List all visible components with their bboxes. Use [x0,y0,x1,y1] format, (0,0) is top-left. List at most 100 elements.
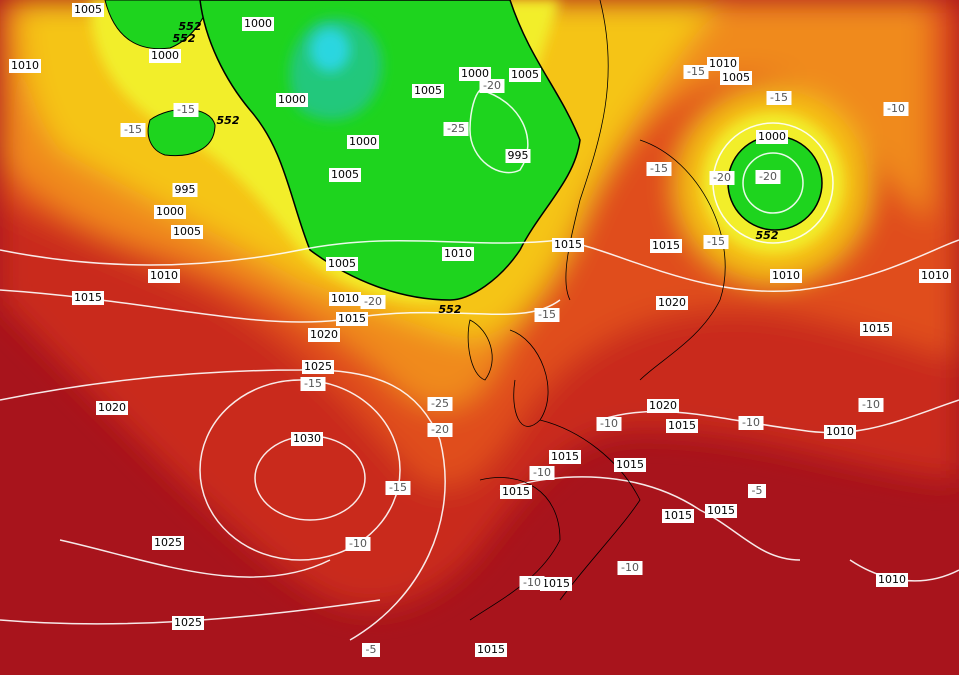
temperature-label-box [703,235,729,249]
temperature-label: -5 [752,484,763,497]
isobar-label-box [505,149,531,163]
temperature-label: -15 [177,103,195,116]
temperature-label: -10 [523,576,541,589]
temperature-label-box [738,416,764,430]
isobar-label-box [154,205,186,219]
isobar-label-box [152,536,184,550]
isobar-label-box [824,425,856,439]
temperature-label: -25 [447,122,465,135]
isobar-label: 1010 [878,573,906,586]
isobar-label: 1015 [862,322,890,335]
isobar-label: 1005 [328,257,356,270]
temperature-label-box [173,103,199,117]
temperature-label-box [883,102,909,116]
temperature-label-box [617,561,643,575]
temperature-label: -10 [349,537,367,550]
isobar-label: 1015 [338,312,366,325]
isobar-label-box [442,247,474,261]
isobar-label: 1005 [74,3,102,16]
thickness-label: 552 [173,32,196,45]
isobar-label-box [552,238,584,252]
isobar-label-box [148,269,180,283]
isobar-label: 1005 [331,168,359,181]
isobar-label: 1020 [658,296,686,309]
isobar-label: 1015 [551,450,579,463]
temperature-label-box [362,643,380,657]
isobar-label-box [149,49,181,63]
thickness-label: 552 [756,229,779,242]
isobar-label-box [96,401,128,415]
isobar-label: 1005 [414,84,442,97]
isobar-label: 1010 [150,269,178,282]
isobar-label: 1015 [542,577,570,590]
isobar-label: 1015 [477,643,505,656]
isobar-label-box [72,291,104,305]
isobar-label: 1015 [664,509,692,522]
isobar-label: 995 [508,149,529,162]
isobar-label: 1005 [722,71,750,84]
isobar-label-box [171,225,203,239]
isobar-label: 1015 [502,485,530,498]
temperature-label-box [766,91,792,105]
thickness-label: 552 [217,114,240,127]
thickness-label: 552 [179,20,202,33]
isobar-label: 1015 [74,291,102,304]
temperature-label-box [479,79,505,93]
isobar-label-box [329,168,361,182]
isobar-label-box [302,360,334,374]
thickness-label: 552 [439,303,462,316]
temperature-label-box [534,308,560,322]
isobar-label: 1000 [278,93,306,106]
isobar-label-box [291,432,323,446]
isobar-label-box [656,296,688,310]
isobar-label-box [326,257,358,271]
temperature-label-box [427,423,453,437]
temperature-label-box [755,170,781,184]
isobar-label-box [876,573,908,587]
isobar-label-box [329,292,361,306]
temperature-label-box [683,65,709,79]
temperature-label: -20 [759,170,777,183]
isobar-label: 1015 [616,458,644,471]
isobar-label-box [860,322,892,336]
temperature-label: -20 [713,171,731,184]
isobar-label-box [459,67,491,81]
isobar-label-box [756,130,788,144]
isobar-label-box [276,93,308,107]
isobar-label-box [336,312,368,326]
temperature-label: -20 [364,295,382,308]
isobar-label: 1015 [652,239,680,252]
isobar-label-box [9,59,41,73]
temperature-label-box [345,537,371,551]
isobar-label-box [72,3,104,17]
temperature-label: -15 [687,65,705,78]
temperature-label-box [120,123,146,137]
isobar-label-box [242,17,274,31]
isobar-label: 1015 [707,504,735,517]
temperature-label: -10 [742,416,760,429]
isobar-label: 1025 [154,536,182,549]
isobar-label: 1010 [444,247,472,260]
isobar-label-box [919,269,951,283]
isobar-label-box [475,643,507,657]
temperature-label-box [385,481,411,495]
temperature-label: -15 [707,235,725,248]
temperature-label: -15 [538,308,556,321]
isobar-label-box [308,328,340,342]
temperature-label: -15 [124,123,142,136]
temperature-label-box [529,466,555,480]
isobar-label: 1025 [304,360,332,373]
isobar-label: 1000 [156,205,184,218]
temperature-label: -15 [389,481,407,494]
temperature-label: -15 [770,91,788,104]
isobar-label-box [662,509,694,523]
isobar-label-box [509,68,541,82]
isobar-label-box [549,450,581,464]
temperature-label: -20 [431,423,449,436]
temperature-label-box [646,162,672,176]
isobar-label: 1005 [511,68,539,81]
isobar-label-box [650,239,682,253]
